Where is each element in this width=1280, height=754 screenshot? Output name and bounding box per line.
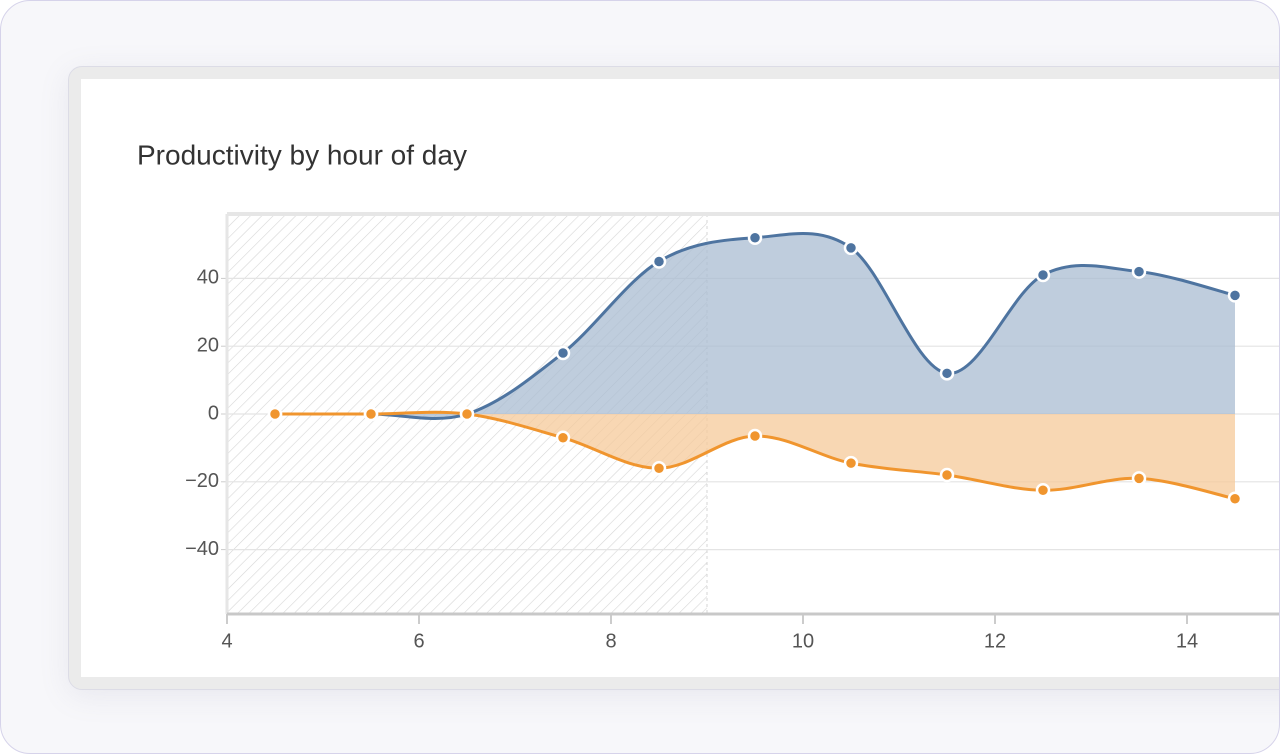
plot: −40 −20 0 20 40 4 6 8 10 12 14 [185,212,1279,652]
x-tick-label: 4 [221,630,232,652]
line [274,232,1236,420]
x-tick-label: 6 [413,630,424,652]
point [939,467,955,483]
chart-title: Productivity by hour of day [137,139,467,170]
point [1227,491,1243,506]
point [363,406,379,422]
y-tick-label: 20 [197,334,219,356]
point [1131,264,1147,279]
point [843,455,859,471]
y-tick-label: −40 [185,538,219,560]
y-tick-label: 0 [208,402,219,424]
x-tick-label: 8 [605,630,616,652]
x-tick-label: 10 [792,630,814,652]
x-tick-label: 12 [984,630,1006,652]
point [747,428,763,444]
point [1035,483,1051,498]
point [939,366,955,381]
point [1035,267,1051,283]
area [275,233,1235,419]
point [651,254,667,269]
point [555,345,571,361]
point [747,230,763,245]
area [275,412,1235,499]
point [1131,471,1147,486]
y-tick-label: −20 [185,470,219,492]
point [459,406,475,422]
point [267,406,283,422]
point [843,240,859,256]
y-tick-label: 40 [197,267,219,289]
point [651,460,667,476]
point [555,430,571,445]
x-tick-label: 14 [1176,630,1198,652]
point [1227,288,1243,303]
